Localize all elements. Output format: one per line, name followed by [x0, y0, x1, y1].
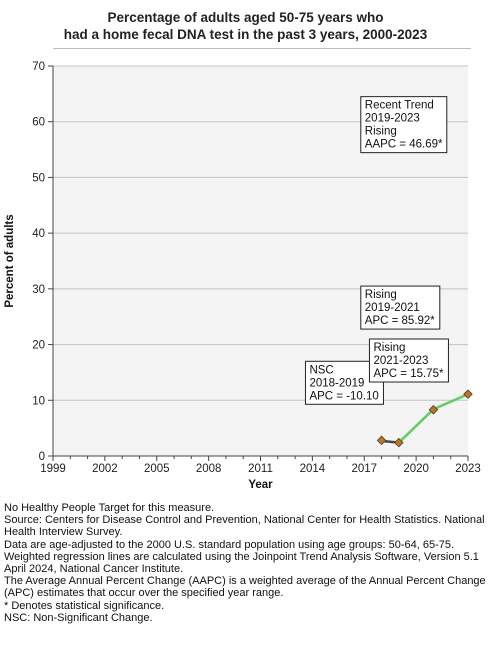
x-tick-label: 2017: [351, 463, 377, 475]
y-tick-label: 50: [32, 172, 45, 184]
y-tick-label: 20: [32, 340, 45, 352]
x-tick-label: 2005: [144, 463, 170, 475]
axes: [48, 65, 469, 461]
annotation-text: 2019-2021: [365, 302, 420, 314]
x-tick-label: 2023: [455, 463, 481, 475]
annotation-text: AAPC = 46.69*: [365, 139, 443, 151]
y-tick-label: 10: [32, 395, 45, 407]
annotation-text: Rising: [365, 289, 397, 301]
tick-labels: 0 10 20 30 40 50 60 70 1999 2002 2005 2008 2011 2014 2…: [32, 61, 481, 475]
footnote: No Healthy People Target for this measur…: [4, 502, 215, 514]
annotation-text: Rising: [373, 342, 405, 354]
x-axis-label: Year: [248, 479, 273, 491]
annotation-text: Recent Trend: [365, 100, 434, 112]
annotation-text: 2019-2023: [365, 113, 420, 125]
y-axis-label: Percent of adults: [4, 214, 16, 307]
annotation-text: APC = 15.75*: [373, 368, 444, 380]
chart-title: Percentage of adults aged 50-75 years wh…: [0, 9, 491, 43]
data-point: [376, 435, 387, 446]
chart-title-line-2: had a home fecal DNA test in the past 3 …: [63, 27, 428, 42]
x-tick-label: 2011: [248, 463, 273, 475]
annotation-box: [360, 96, 448, 154]
footnote: * Denotes statistical significance.: [4, 599, 165, 612]
footnote: NSC: Non-Significant Change.: [4, 611, 153, 624]
x-tick-label: 2020: [403, 463, 429, 475]
x-tick-label: 2014: [300, 463, 326, 475]
footnote: The Average Annual Percent Change (AAPC)…: [4, 575, 486, 600]
annotation-box: [360, 285, 441, 330]
data-points: [376, 389, 473, 448]
footnote: Data are age-adjusted to the 2000 U.S. s…: [4, 538, 455, 551]
footnotes: No Healthy People Target for this measur…: [4, 502, 488, 624]
annotation-box: [368, 338, 449, 383]
title-divider: [53, 48, 471, 49]
x-tick-label: 1999: [40, 463, 66, 475]
data-point: [463, 389, 473, 399]
footnote: Weighted regression lines are calculated…: [4, 550, 479, 576]
y-tick-label: 70: [32, 61, 45, 73]
y-tick-label: 0: [39, 451, 45, 463]
annotation-text: APC = 85.92*: [365, 315, 436, 327]
footnote: Source: Centers for Disease Control and …: [4, 514, 485, 539]
data-point: [428, 404, 439, 415]
y-tick-label: 40: [32, 228, 45, 240]
annotation-text: APC = -10.10: [309, 390, 378, 402]
chart-title-line-1: Percentage of adults aged 50-75 years wh…: [107, 10, 384, 25]
x-tick-label: 2008: [196, 463, 222, 475]
annotation-text: 2018-2019: [309, 377, 364, 389]
y-tick-label: 60: [32, 117, 45, 129]
data-point: [394, 437, 404, 448]
x-tick-label: 2002: [92, 463, 118, 475]
annotation-text: Rising: [365, 126, 397, 138]
line-chart: 0 10 20 30 40 50 60 70 1999 2002 2005 2008 2011 2014 2…: [4, 61, 481, 491]
y-tick-label: 30: [32, 284, 45, 296]
annotation-text: 2021-2023: [373, 355, 428, 367]
annotation-text: NSC: [309, 364, 333, 376]
